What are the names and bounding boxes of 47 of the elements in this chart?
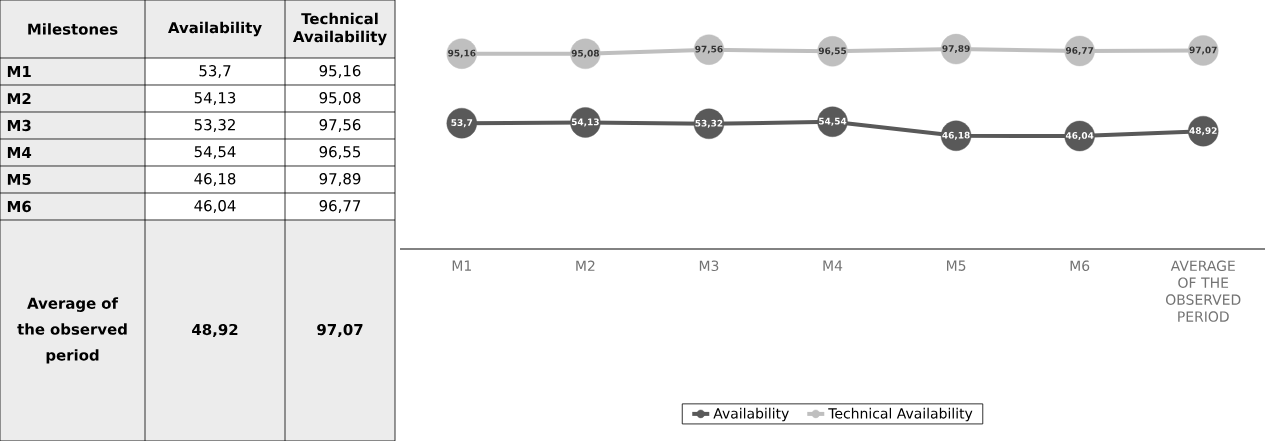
data-label: 96,55 [818,47,847,56]
data-label: 97,89 [942,45,970,54]
category-label: M2 [7,92,31,105]
data-label: 53,32 [695,119,723,128]
data-label: 95,16 [448,49,476,58]
text: 46,04 [194,200,236,213]
data-label: 54,13 [571,118,599,127]
data-label: 96,77 [1065,47,1094,55]
text: 95,08 [319,92,361,105]
text: Average of the observed period [17,297,127,364]
text: 96,55 [319,146,361,159]
text: 97,07 [317,323,363,338]
data-label: 97,56 [695,45,723,54]
text: 53,32 [194,119,235,132]
x-tick-label: M6 [1070,260,1090,272]
x-tick-label: M1 [452,260,471,271]
text: Technical Availability [293,12,387,46]
text: 54,13 [194,92,236,105]
data-label: 46,04 [1065,132,1094,140]
text: Availability [168,21,262,37]
data-label: 95,08 [571,49,600,58]
text: Milestones [28,23,118,35]
text: 53,7 [199,65,231,78]
x-tick-label: M4 [823,260,843,271]
category-label: M6 [7,200,31,213]
text: 97,56 [319,119,361,132]
category-label: M5 [7,173,31,186]
text: 96,77 [319,200,361,213]
x-tick-label: M3 [699,260,719,272]
x-tick-label: M5 [947,260,966,271]
text: 97,89 [319,173,361,186]
data-label: 97,07 [1189,46,1217,55]
legend-label: Technical Availability [828,407,973,422]
data-label: 53,7 [451,119,473,128]
data-label: 54,54 [819,117,847,126]
category-label: M1 [7,66,31,77]
text: 95,16 [319,65,361,78]
text: 46,18 [194,173,236,186]
category-label: M4 [7,147,32,158]
legend-label: Availability [713,407,789,422]
data-label: 46,18 [942,131,970,140]
x-tick-label: AVERAGE OF THE OBSERVED PERIOD [1166,260,1241,322]
data-label: 48,92 [1189,127,1217,136]
text: 48,92 [192,323,238,338]
category-label: M3 [7,119,31,132]
text: 54,54 [194,146,236,159]
x-tick-label: M2 [576,260,595,271]
